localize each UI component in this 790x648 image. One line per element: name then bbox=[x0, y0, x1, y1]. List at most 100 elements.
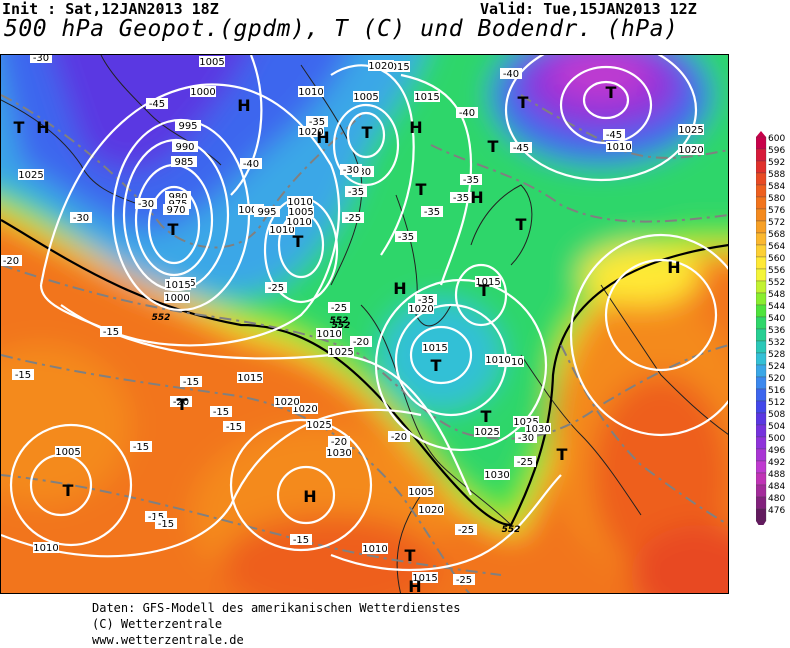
legend-swatch bbox=[755, 352, 767, 366]
init-time: Init : Sat,12JAN2013 18Z bbox=[2, 0, 219, 18]
height-line-552 bbox=[1, 219, 728, 527]
pressure-label: 995 bbox=[178, 121, 197, 132]
low-pressure-centre: T bbox=[481, 407, 492, 426]
pressure-label: 1000 bbox=[164, 293, 189, 304]
pressure-label: 1015 bbox=[237, 373, 262, 384]
legend-label: 596 bbox=[768, 146, 785, 156]
legend-swatch bbox=[755, 412, 767, 426]
pressure-label: 1020 bbox=[274, 397, 299, 408]
temperature-label: -30 bbox=[355, 167, 371, 178]
temperature-label: -25 bbox=[456, 575, 472, 586]
pressure-label: 1015 bbox=[384, 62, 409, 73]
low-pressure-centre: T bbox=[293, 232, 304, 251]
legend-swatch bbox=[755, 472, 767, 486]
pressure-label: 1010 bbox=[269, 225, 294, 236]
legend-swatch bbox=[755, 376, 767, 390]
pressure-label: 1025 bbox=[678, 125, 703, 136]
legend-label: 580 bbox=[768, 194, 785, 204]
pressure-label-bg bbox=[353, 91, 379, 102]
pressure-label-bg bbox=[172, 141, 198, 152]
pressure-label-bg bbox=[525, 423, 551, 434]
footer-website: www.wetterzentrale.de bbox=[92, 633, 244, 647]
pressure-label-bg bbox=[474, 426, 500, 437]
pressure-label-bg bbox=[362, 543, 388, 554]
legend-label: 560 bbox=[768, 254, 785, 264]
legend-label: 572 bbox=[768, 218, 785, 228]
legend-swatch bbox=[755, 148, 767, 162]
temperature-label-bg bbox=[170, 396, 192, 407]
legend-label: 504 bbox=[768, 422, 785, 432]
legend-swatch bbox=[755, 232, 767, 246]
high-pressure-centre: H bbox=[316, 128, 329, 147]
pressure-label-bg bbox=[418, 504, 444, 515]
temperature-label-bg bbox=[145, 511, 167, 522]
legend-label: 528 bbox=[768, 350, 785, 360]
temperature-label: -15 bbox=[148, 512, 164, 523]
legend-swatch bbox=[755, 484, 767, 498]
temperature-label-bg bbox=[352, 166, 374, 177]
temperature-label-bg bbox=[210, 406, 232, 417]
low-pressure-centre: T bbox=[606, 83, 617, 102]
temperature-label: -30 bbox=[138, 199, 154, 210]
temperature-label-bg bbox=[460, 174, 482, 185]
legend-swatch bbox=[755, 196, 767, 210]
temperature-label: -45 bbox=[513, 143, 529, 154]
legend-label: 556 bbox=[768, 266, 785, 276]
temperature-label-bg bbox=[12, 369, 34, 380]
pressure-label-bg bbox=[408, 486, 434, 497]
pressure-label: 1020 bbox=[678, 145, 703, 156]
low-pressure-centre: T bbox=[516, 215, 527, 234]
temperature-label-bg bbox=[514, 456, 536, 467]
pressure-label: 1015 bbox=[412, 573, 437, 584]
pressure-label: 1000 bbox=[238, 205, 263, 216]
legend-swatch bbox=[755, 448, 767, 462]
pressure-label: 1020 bbox=[298, 127, 323, 138]
legend-label: 592 bbox=[768, 158, 785, 168]
legend-label: 508 bbox=[768, 410, 785, 420]
temperature-label-bg bbox=[603, 129, 625, 140]
temperature-label: -30 bbox=[33, 55, 49, 64]
legend-swatch bbox=[755, 436, 767, 450]
pressure-label: 1030 bbox=[484, 470, 509, 481]
pressure-label-bg bbox=[286, 216, 312, 227]
color-legend: 600 596 592 588 584 580 576 572 568 564 560 556 552 5… bbox=[755, 131, 790, 529]
pressure-label: 1010 bbox=[606, 142, 631, 153]
legend-swatch bbox=[755, 496, 767, 510]
low-pressure-centre: T bbox=[518, 93, 529, 112]
pressure-label: 1030 bbox=[326, 448, 351, 459]
temperature-label: -20 bbox=[391, 432, 407, 443]
pressure-label-bg bbox=[175, 120, 201, 131]
legend-swatch bbox=[755, 388, 767, 402]
pressure-label-bg bbox=[33, 542, 59, 553]
pressure-label: 1015 bbox=[475, 277, 500, 288]
low-pressure-centre: T bbox=[14, 118, 25, 137]
pressure-label: 1005 bbox=[353, 92, 378, 103]
pressure-label-bg bbox=[412, 572, 438, 583]
pressure-label: 1020 bbox=[418, 505, 443, 516]
temperature-label: -20 bbox=[173, 397, 189, 408]
legend-swatch bbox=[755, 292, 767, 306]
pressure-label: 1030 bbox=[525, 424, 550, 435]
legend-swatch bbox=[755, 208, 767, 222]
legend-label: 600 bbox=[768, 134, 785, 144]
pressure-label-bg bbox=[485, 354, 511, 365]
temperature-label: -15 bbox=[133, 442, 149, 453]
temperature-label: -35 bbox=[398, 232, 414, 243]
temperature-label: -35 bbox=[418, 295, 434, 306]
legend-label: 584 bbox=[768, 182, 785, 192]
temperature-label: -45 bbox=[149, 99, 165, 110]
pressure-label-bg bbox=[55, 446, 81, 457]
height-label: 552 bbox=[152, 313, 171, 323]
legend-label: 476 bbox=[768, 506, 785, 516]
pressure-label-bg bbox=[288, 206, 314, 217]
temperature-label: -15 bbox=[226, 422, 242, 433]
legend-swatch bbox=[755, 400, 767, 414]
temperature-label-bg bbox=[180, 376, 202, 387]
temperature-label: -35 bbox=[309, 117, 325, 128]
temperature-label-bg bbox=[328, 302, 350, 313]
legend-swatch bbox=[755, 508, 767, 522]
high-pressure-centre: H bbox=[408, 577, 421, 594]
temperature-label: -15 bbox=[183, 377, 199, 388]
temperature-label: -25 bbox=[268, 283, 284, 294]
